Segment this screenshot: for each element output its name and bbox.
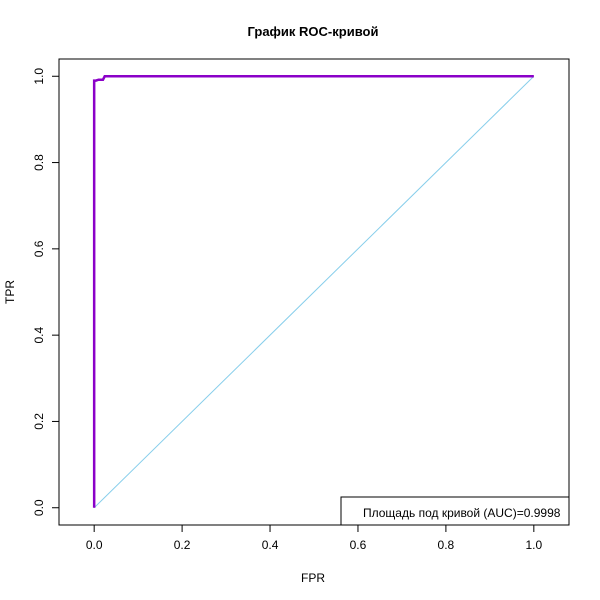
x-tick-label: 0.2	[174, 538, 191, 552]
x-axis-label: FPR	[301, 571, 325, 585]
y-tick-label: 0.8	[32, 154, 46, 171]
series-layer	[92, 75, 535, 509]
x-tick-label: 0.8	[438, 538, 455, 552]
roc-curve-line	[92, 75, 534, 508]
legend-box	[340, 496, 570, 526]
diagonal-reference-line	[93, 75, 535, 509]
chart-title: График ROC-кривой	[248, 24, 379, 39]
y-tick-label: 1.0	[32, 68, 46, 85]
legend: Площадь под кривой (AUC)=0.9998	[340, 496, 570, 526]
legend-text: Площадь под кривой (AUC)=0.9998	[363, 506, 561, 520]
y-tick-label: 0.0	[32, 499, 46, 516]
x-tick-label: 0.0	[86, 538, 103, 552]
x-tick-label: 0.4	[262, 538, 279, 552]
y-tick-label: 0.6	[32, 240, 46, 257]
y-tick-label: 0.4	[32, 326, 46, 343]
y-tick-label: 0.2	[32, 413, 46, 430]
x-tick-label: 0.6	[350, 538, 367, 552]
y-axis: 0.0 0.2 0.4 0.6 0.8 1.0	[32, 68, 60, 516]
y-axis-label: TPR	[3, 280, 17, 304]
x-tick-label: 1.0	[525, 538, 542, 552]
